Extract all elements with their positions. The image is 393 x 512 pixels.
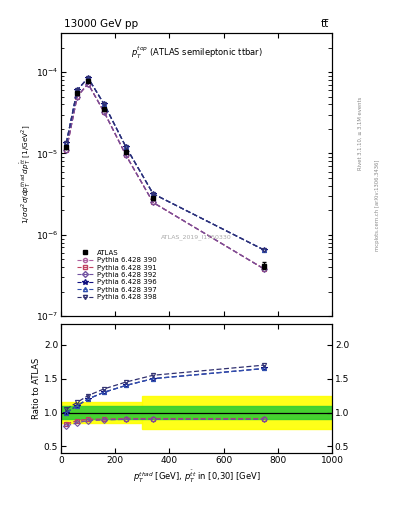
Legend: ATLAS, Pythia 6.428 390, Pythia 6.428 391, Pythia 6.428 392, Pythia 6.428 396, P: ATLAS, Pythia 6.428 390, Pythia 6.428 39… [75,248,158,302]
Pythia 6.428 398 [64,140,69,146]
Pythia 6.428 396 [262,247,266,253]
Pythia 6.428 391 [75,94,79,100]
Pythia 6.428 397 [151,190,156,197]
Pythia 6.428 392 [64,147,69,153]
Pythia 6.428 398 [75,87,79,93]
Bar [61,406,332,419]
Text: 13000 GeV pp: 13000 GeV pp [64,19,138,29]
Text: mcplots.cern.ch [arXiv:1306.3436]: mcplots.cern.ch [arXiv:1306.3436] [375,159,380,250]
Pythia 6.428 398 [102,101,107,108]
Pythia 6.428 397 [75,87,79,93]
Bar [61,402,142,423]
Y-axis label: Ratio to ATLAS: Ratio to ATLAS [32,358,41,419]
Pythia 6.428 398 [262,247,266,253]
Pythia 6.428 396 [124,144,129,150]
Pythia 6.428 397 [64,140,69,146]
Pythia 6.428 390 [102,109,107,115]
Line: Pythia 6.428 396: Pythia 6.428 396 [64,75,267,253]
Pythia 6.428 391 [102,109,107,115]
Line: Pythia 6.428 391: Pythia 6.428 391 [64,81,266,271]
X-axis label: $p_T^{thad}$ [GeV], $p_T^{\bar{t}t}$ in [0,30] [GeV]: $p_T^{thad}$ [GeV], $p_T^{\bar{t}t}$ in … [132,469,261,485]
Pythia 6.428 390 [124,152,129,158]
Pythia 6.428 390 [262,266,266,272]
Line: Pythia 6.428 398: Pythia 6.428 398 [64,76,266,252]
Pythia 6.428 398 [151,190,156,197]
Pythia 6.428 391 [86,81,90,87]
Pythia 6.428 398 [124,144,129,150]
Pythia 6.428 397 [102,101,107,108]
Pythia 6.428 392 [151,199,156,205]
Y-axis label: $1/\sigma\,d^2\sigma/dp_T^{thad}\,dp_T^{\bar{t}t}$ [1/GeV$^2$]: $1/\sigma\,d^2\sigma/dp_T^{thad}\,dp_T^{… [19,125,33,224]
Pythia 6.428 391 [262,266,266,272]
Line: Pythia 6.428 397: Pythia 6.428 397 [64,76,266,252]
Pythia 6.428 396 [86,75,90,81]
Pythia 6.428 390 [86,81,90,87]
Pythia 6.428 390 [64,147,69,153]
Line: Pythia 6.428 390: Pythia 6.428 390 [64,81,266,271]
Pythia 6.428 397 [124,144,129,150]
Pythia 6.428 390 [75,94,79,100]
Bar [142,396,332,429]
Text: tt̅: tt̅ [321,19,329,29]
Pythia 6.428 392 [262,266,266,272]
Pythia 6.428 392 [102,109,107,115]
Pythia 6.428 392 [86,81,90,87]
Text: ATLAS_2019_I1750330: ATLAS_2019_I1750330 [161,234,232,240]
Pythia 6.428 397 [262,247,266,253]
Pythia 6.428 391 [64,147,69,153]
Pythia 6.428 391 [151,199,156,205]
Pythia 6.428 396 [151,190,156,197]
Pythia 6.428 390 [151,199,156,205]
Pythia 6.428 391 [124,152,129,158]
Pythia 6.428 392 [124,152,129,158]
Pythia 6.428 398 [86,75,90,81]
Text: $p_T^{top}$ (ATLAS semileptonic ttbar): $p_T^{top}$ (ATLAS semileptonic ttbar) [130,45,263,61]
Pythia 6.428 392 [75,94,79,100]
Pythia 6.428 396 [102,101,107,108]
Text: Rivet 3.1.10, ≥ 3.1M events: Rivet 3.1.10, ≥ 3.1M events [358,96,363,170]
Line: Pythia 6.428 392: Pythia 6.428 392 [64,81,266,271]
Pythia 6.428 397 [86,75,90,81]
Pythia 6.428 396 [64,140,69,146]
Pythia 6.428 396 [75,87,79,93]
